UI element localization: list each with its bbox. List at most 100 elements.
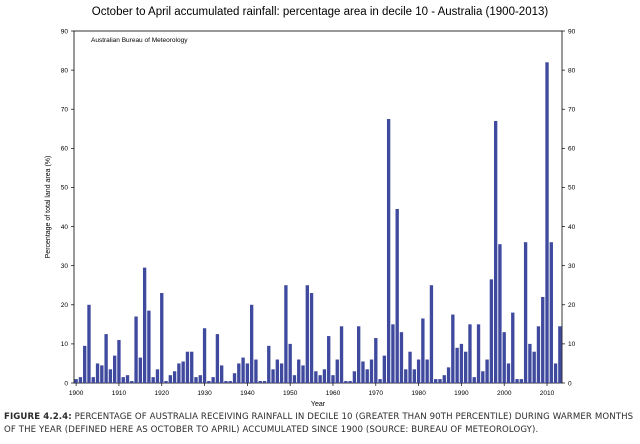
plot-area-frame <box>73 30 563 384</box>
bar-1946 <box>271 369 275 383</box>
bar-1922 <box>168 375 172 383</box>
bar-1923 <box>172 371 177 383</box>
bar-1992 <box>468 324 472 383</box>
bar-1945 <box>267 345 271 383</box>
y-tick-label-right-60: 60 <box>568 146 576 153</box>
source-note: Australian Bureau of Meteorology <box>91 37 188 44</box>
x-tick-label-1900: 1900 <box>69 390 84 397</box>
bar-1932 <box>211 377 215 383</box>
figure-number: FIGURE 4.2.4: <box>4 412 72 422</box>
bar-1982 <box>425 359 429 383</box>
bar-1939 <box>241 357 245 383</box>
bar-1996 <box>485 359 489 383</box>
x-tick-label-1910: 1910 <box>112 390 127 397</box>
bar-1929 <box>198 375 202 383</box>
bar-1994 <box>476 324 481 383</box>
bar-1944 <box>262 381 267 383</box>
y-tick-label-left-30: 30 <box>61 263 69 270</box>
bar-1960 <box>331 375 335 383</box>
bar-1953 <box>301 365 305 383</box>
bar-1947 <box>275 359 279 383</box>
bar-1903 <box>87 304 91 383</box>
bar-1967 <box>361 361 365 383</box>
figure-caption: FIGURE 4.2.4: PERCENTAGE OF AUSTRALIA RE… <box>4 411 638 437</box>
bar-1968 <box>365 369 369 383</box>
bar-1905 <box>95 363 100 383</box>
bar-1984 <box>434 379 438 383</box>
bar-1920 <box>160 293 164 383</box>
bar-1955 <box>309 293 314 383</box>
bar-1908 <box>108 369 113 383</box>
bar-1950 <box>288 343 292 383</box>
y-axis-right: 0 10 20 30 40 50 60 70 80 90 <box>562 28 576 387</box>
bar-1987 <box>446 367 451 383</box>
bar-1972 <box>382 355 387 383</box>
bar-1999 <box>498 244 502 383</box>
x-tick-label-1960: 1960 <box>326 390 341 397</box>
rainfall-bar-chart: October to April accumulated rainfall: p… <box>45 6 576 408</box>
x-tick-label-1980: 1980 <box>411 390 426 397</box>
bar-1919 <box>155 369 160 383</box>
bar-1901 <box>78 377 83 383</box>
y-tick-label-left-0: 0 <box>64 380 68 387</box>
bar-1990 <box>459 343 464 383</box>
bar-1961 <box>335 359 339 383</box>
bar-1906 <box>100 365 104 383</box>
bar-1997 <box>489 279 494 383</box>
x-tick-label-1990: 1990 <box>454 390 469 397</box>
y-tick-label-right-90: 90 <box>568 28 576 35</box>
bar-1904 <box>91 377 95 383</box>
bar-2012 <box>553 363 558 383</box>
figure-caption-text: PERCENTAGE OF AUSTRALIA RECEIVING RAINFA… <box>4 412 634 435</box>
bar-1910 <box>117 339 121 383</box>
x-tick-label-2010: 2010 <box>540 390 555 397</box>
bar-1957 <box>318 375 322 383</box>
y-tick-label-left-70: 70 <box>61 107 69 114</box>
bar-1909 <box>113 355 117 383</box>
bar-1915 <box>138 357 143 383</box>
x-tick-label-1930: 1930 <box>197 390 212 397</box>
y-tick-label-left-20: 20 <box>61 302 69 309</box>
bar-1907 <box>104 334 108 383</box>
y-tick-label-left-10: 10 <box>61 341 69 348</box>
bar-2000 <box>502 332 506 383</box>
bar-1988 <box>451 314 455 383</box>
y-axis-left: 0 10 20 30 40 50 60 70 80 90 <box>61 28 74 387</box>
bar-1916 <box>142 267 147 383</box>
bar-2010 <box>545 62 549 383</box>
y-axis-title: Percentage of total land area (%) <box>45 156 52 259</box>
bar-1991 <box>464 351 468 383</box>
bar-2007 <box>532 351 536 383</box>
bar-2001 <box>506 363 511 383</box>
bar-1940 <box>245 363 250 383</box>
y-tick-label-right-70: 70 <box>568 107 576 114</box>
bar-1921 <box>164 381 168 383</box>
y-tick-label-right-40: 40 <box>568 224 576 231</box>
bar-1917 <box>147 310 151 383</box>
y-tick-label-left-60: 60 <box>61 146 69 153</box>
x-tick-label-1920: 1920 <box>155 390 170 397</box>
y-tick-label-right-0: 0 <box>568 380 572 387</box>
bar-series <box>74 62 562 384</box>
bar-1971 <box>378 379 382 383</box>
bar-1985 <box>438 379 442 383</box>
bar-1958 <box>322 369 327 383</box>
bar-2002 <box>511 312 515 383</box>
bar-2009 <box>541 296 545 383</box>
x-tick-label-1950: 1950 <box>283 390 298 397</box>
bar-1952 <box>297 359 301 383</box>
bar-1926 <box>185 351 190 383</box>
y-tick-label-right-20: 20 <box>568 302 576 309</box>
bar-2003 <box>515 379 519 383</box>
bar-1962 <box>339 326 344 383</box>
bar-1949 <box>284 285 288 383</box>
chart-title: October to April accumulated rainfall: p… <box>92 6 549 18</box>
bar-1943 <box>258 381 262 383</box>
bar-1928 <box>194 377 198 383</box>
x-tick-label-1940: 1940 <box>240 390 255 397</box>
bar-1942 <box>254 359 258 383</box>
bar-1934 <box>220 365 224 383</box>
bar-1959 <box>327 336 331 383</box>
bar-1913 <box>130 381 134 383</box>
bar-2004 <box>519 379 523 383</box>
